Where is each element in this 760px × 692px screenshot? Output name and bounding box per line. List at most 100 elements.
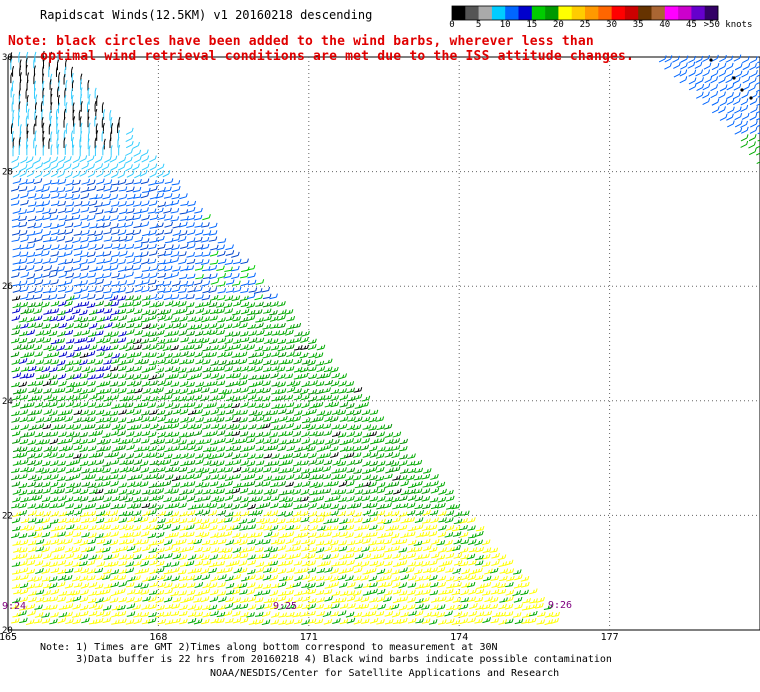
wind-barb [26,351,34,356]
wind-barb [201,568,209,573]
wind-barb [522,605,530,610]
wind-barb [127,381,135,386]
note-line-2: optimal wind retrieval conditions are me… [8,49,634,64]
wind-barb [13,344,21,349]
wind-barb [95,331,103,336]
wind-barb [180,388,188,393]
wind-barb [354,567,362,572]
wind-barb [111,164,118,171]
wind-barb [20,164,27,171]
wind-barb [749,148,756,155]
wind-barb [269,518,277,523]
wind-barb [422,474,430,479]
wind-barb [248,596,256,601]
wind-barb [309,374,317,379]
wind-barb [133,374,141,379]
scale-swatch-17 [678,6,692,20]
wind-barb [196,308,204,313]
wind-barb [96,496,104,501]
wind-barb [209,323,217,328]
wind-barb [34,157,41,164]
wind-barb [127,611,135,616]
wind-barb [112,446,120,451]
wind-barb [65,583,73,588]
wind-barb [11,411,19,416]
wind-barb [194,395,202,400]
wind-barb [338,610,346,615]
wind-barb [368,568,376,573]
wind-barb [232,611,240,616]
wind-barb [110,345,118,350]
wind-barb [104,109,105,120]
wind-barb [210,540,218,545]
wind-barbs [11,51,760,625]
wind-barb [201,519,209,524]
wind-barb [225,366,233,371]
wind-barb [384,590,392,595]
wind-barb [384,474,392,479]
wind-barb [704,63,711,69]
wind-barb [293,403,301,408]
wind-barb [19,533,27,538]
wind-barb [225,331,233,336]
wind-barb [102,481,110,486]
wind-barb [103,229,111,234]
wind-barb [50,279,58,284]
wind-barb [88,525,96,530]
wind-barb [155,488,163,493]
wind-barb [12,308,20,313]
wind-barb [66,273,74,278]
wind-barb [134,309,142,314]
wind-barb [126,619,134,624]
wind-barb [27,604,35,609]
wind-barb [27,569,35,574]
wind-barb [104,322,112,327]
wind-barb [64,164,71,171]
wind-barb [19,144,20,155]
wind-barb [293,425,301,430]
wind-barb [224,610,232,615]
wind-barb [43,164,50,171]
wind-barb [42,295,50,300]
wind-barb [11,425,19,430]
wind-barb [241,337,249,342]
wind-barb [324,575,332,580]
wind-barb [89,517,97,522]
wind-barb [164,553,172,558]
wind-barb [294,591,302,596]
wind-barb [172,525,180,530]
wind-barb [103,402,111,407]
wind-barb [49,294,57,299]
wind-barb [377,589,385,594]
wind-barb [27,302,35,307]
wind-barb [270,324,278,329]
wind-barb [264,532,272,537]
wind-barb [104,555,112,560]
wind-barb [718,106,725,113]
wind-barb [97,130,98,141]
wind-barb [11,272,19,277]
wind-barb [111,468,119,473]
wind-barb [225,461,233,466]
wind-barb [96,179,104,184]
wind-barb [446,525,454,530]
wind-barb [79,432,87,437]
wind-barb [102,131,103,142]
wind-barb [73,532,81,537]
wind-barb [56,546,64,551]
wind-barb [202,574,210,579]
wind-barb [255,454,263,459]
wind-barb [209,338,217,343]
wind-barb [263,496,271,501]
wind-barb [195,453,203,458]
wind-barb [354,562,362,567]
wind-barb [406,475,414,480]
wind-barb [180,209,188,214]
wind-barb [385,432,393,437]
wind-barb [42,618,50,623]
wind-barb [34,124,35,135]
wind-barb [514,574,522,579]
wind-barb [529,589,537,594]
wind-barb [89,145,90,156]
wind-barb [66,401,74,406]
